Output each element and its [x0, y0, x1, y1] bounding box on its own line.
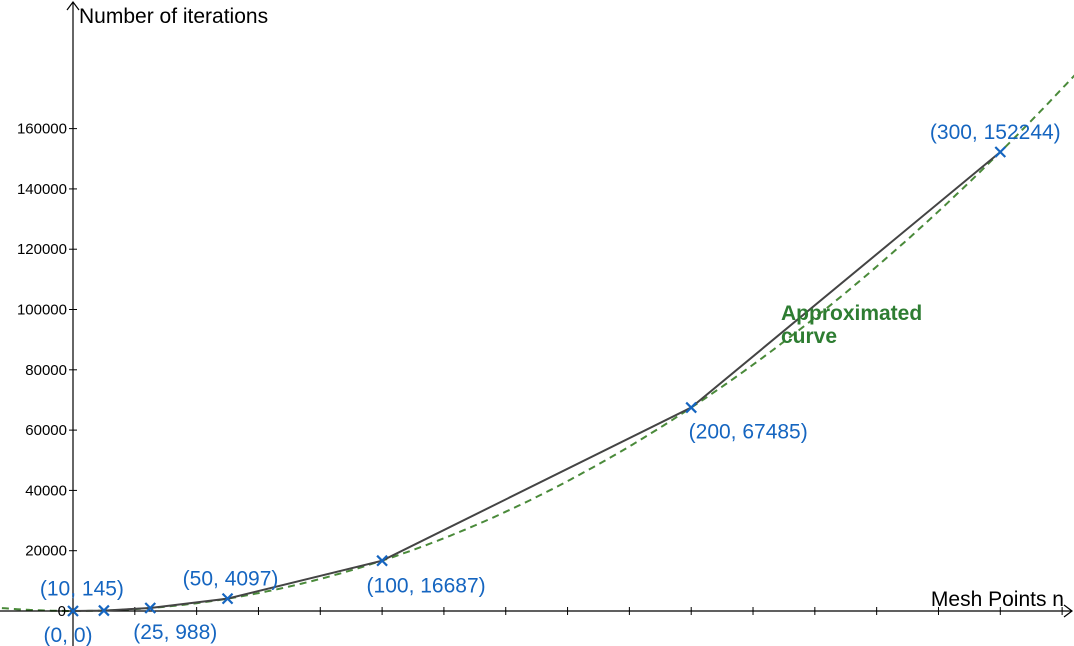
y-tick-label: 120000: [17, 241, 67, 258]
fit-curve-layer: [1, 74, 1074, 612]
y-axis-title: Number of iterations: [79, 5, 268, 28]
data-point-marker: [994, 146, 1007, 158]
fit-curve: [1, 74, 1074, 612]
data-point-marker: [221, 592, 234, 605]
data-point-marker: [376, 554, 388, 567]
y-tick-label: 100000: [17, 302, 67, 319]
fit-annotation-line-2: curve: [781, 325, 837, 348]
ticks-layer: 0 20000 40000 60000 80000 100000 120000 140000 1…: [17, 121, 1063, 620]
data-point-marker: [98, 604, 110, 617]
data-point-marker: [144, 602, 157, 614]
y-tick-label: 0: [58, 603, 66, 620]
data-layer: [67, 146, 1007, 617]
y-tick-label: 20000: [25, 543, 67, 560]
data-line: [72, 151, 1001, 612]
data-point-label: (25, 988): [133, 621, 217, 644]
data-point-marker: [67, 605, 79, 617]
data-point-marker: [685, 401, 697, 414]
data-point-label: (50, 4097): [183, 568, 279, 591]
y-tick-label: 160000: [17, 121, 67, 138]
data-point-label: (100, 16687): [367, 575, 486, 598]
y-tick-label: 40000: [25, 482, 67, 499]
x-axis-arrow: [1063, 604, 1073, 618]
y-axis-arrow: [66, 0, 80, 11]
data-point-label: (10, 145): [40, 578, 124, 601]
y-tick-label: 60000: [25, 422, 67, 439]
data-point-label: (0, 0): [43, 624, 92, 646]
data-point-label: (200, 67485): [689, 421, 808, 444]
y-tick-label: 80000: [25, 362, 67, 379]
data-point-label: (300, 152244): [930, 121, 1061, 144]
label-layer: (0, 0) (10, 145) (25, 988) (50, 4097) (100, …: [40, 121, 1061, 646]
y-tick-label: 140000: [17, 181, 67, 198]
fit-annotation-line-1: Approximated: [781, 302, 922, 325]
x-axis-title: Mesh Points n: [931, 588, 1064, 611]
